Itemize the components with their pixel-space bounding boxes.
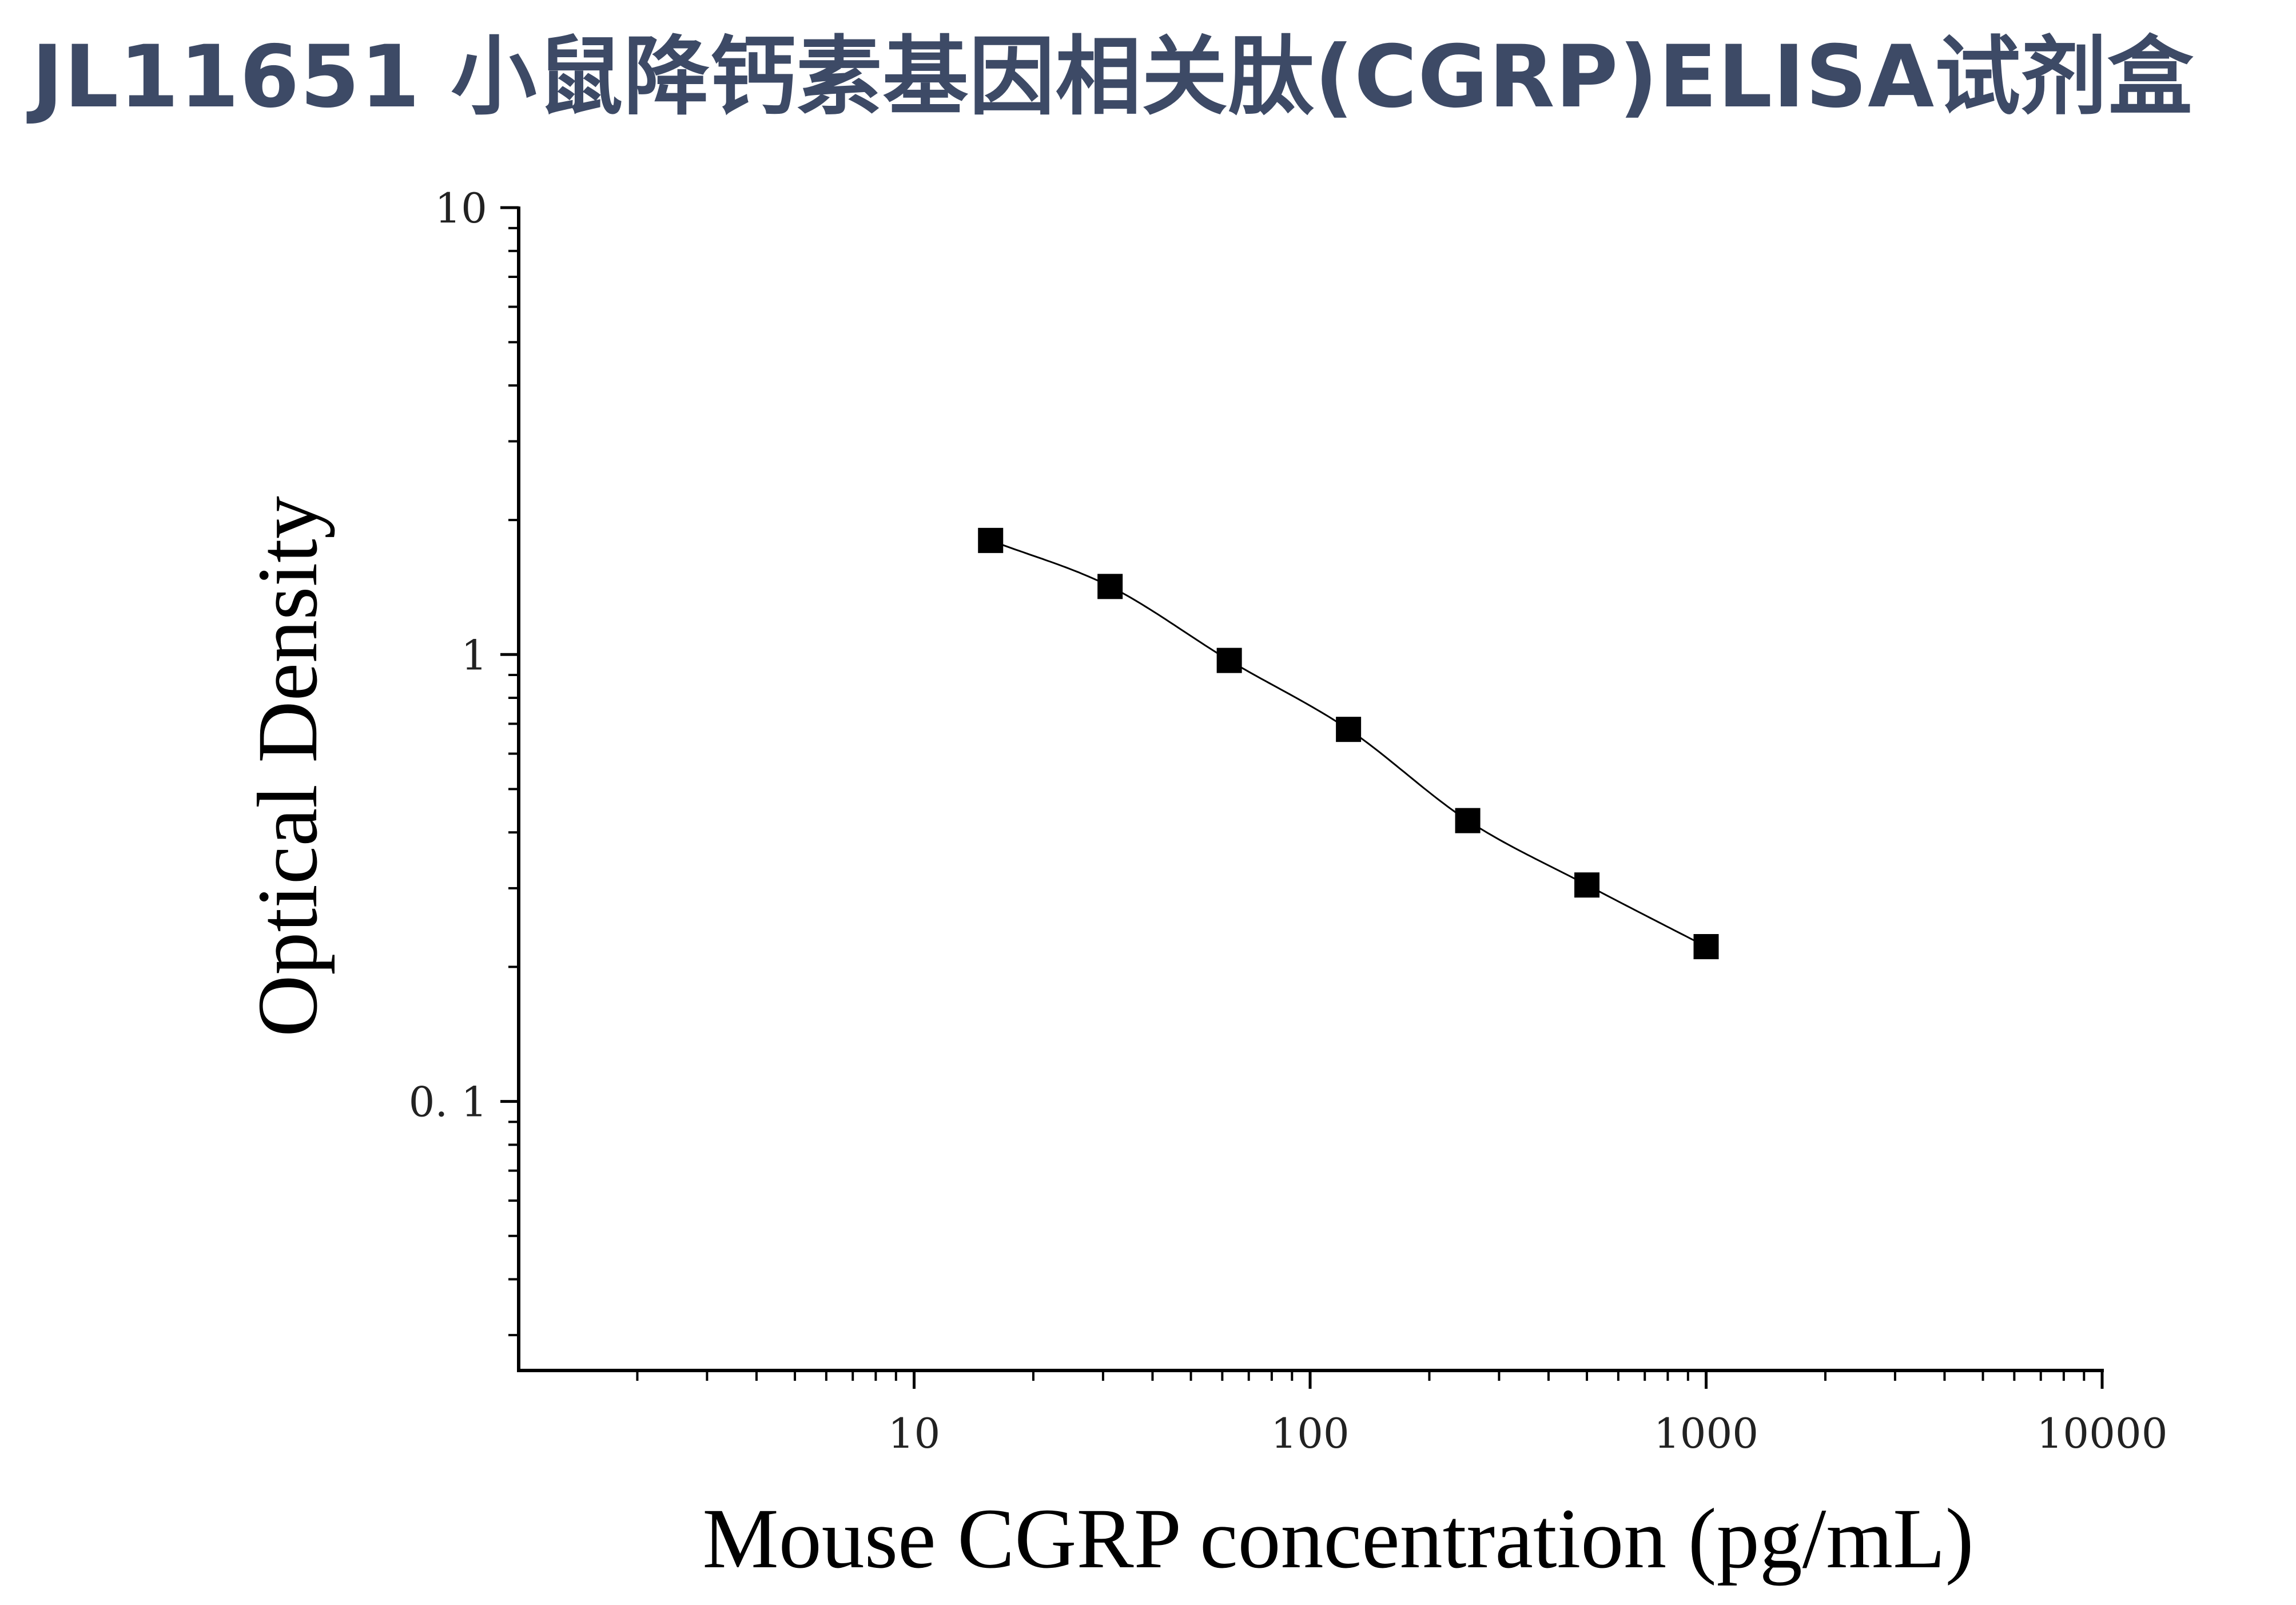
x-tick-label: 100 [1271, 1409, 1349, 1457]
x-tick-label: 1000 [1654, 1409, 1758, 1457]
data-point-marker [1336, 717, 1362, 742]
y-tick-label: 10 [435, 184, 487, 232]
data-point-marker [1455, 808, 1481, 833]
data-point-marker [978, 527, 1004, 553]
axes [517, 206, 2104, 1372]
data-points [978, 527, 1719, 960]
data-point-marker [1097, 574, 1123, 599]
page-title: JL11651 小鼠降钙素基因相关肽(CGRP)ELISA试剂盒 [31, 27, 2194, 127]
tick-labels: 10 100 1000 10000 10 1 0. 1 [409, 184, 2168, 1457]
data-point-marker [1574, 872, 1600, 898]
y-tick-label: 0. 1 [409, 1078, 487, 1126]
y-tick-label: 1 [461, 631, 487, 679]
x-axis-title: Mouse CGRP concentration (pg/mL) [702, 1491, 1973, 1586]
x-tick-label: 10000 [2036, 1409, 2167, 1457]
data-point-marker [1216, 647, 1242, 673]
x-tick-label: 10 [888, 1409, 941, 1457]
data-point-marker [1693, 934, 1719, 960]
axis-ticks [500, 206, 2104, 1389]
y-axis-title: Optical Density [240, 496, 335, 1037]
